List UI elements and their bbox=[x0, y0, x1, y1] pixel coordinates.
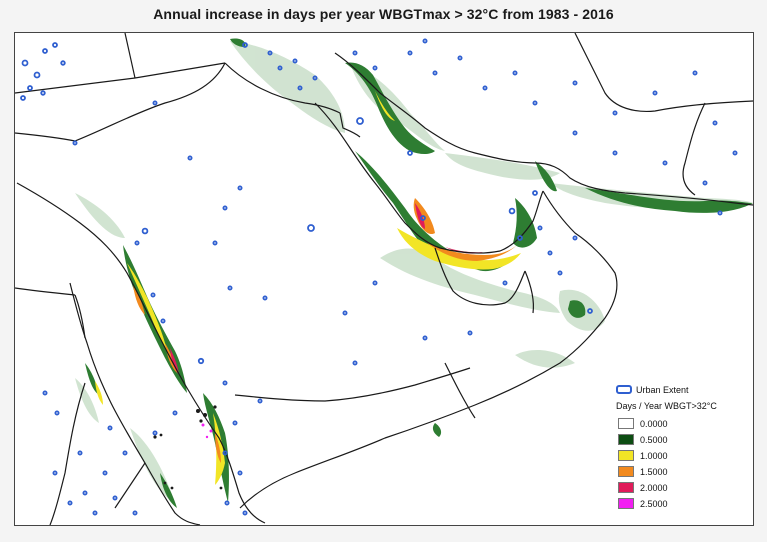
legend-scale-title: Days / Year WBGT>32°C bbox=[616, 401, 717, 411]
legend-item: 2.5000 bbox=[618, 495, 668, 511]
legend-scale-items: 0.0000 0.5000 1.0000 1.5000 2.0000 2.5000 bbox=[618, 415, 668, 511]
heat-band-orange bbox=[133, 198, 517, 463]
legend-item: 1.5000 bbox=[618, 463, 668, 479]
legend-swatch bbox=[618, 498, 634, 510]
legend-swatch bbox=[618, 450, 634, 462]
legend-swatch bbox=[618, 434, 634, 446]
legend-item: 2.0000 bbox=[618, 479, 668, 495]
map-title: Annual increase in days per year WBGTmax… bbox=[153, 6, 614, 22]
map-canvas bbox=[15, 33, 753, 525]
legend-swatch bbox=[618, 466, 634, 478]
legend-item: 1.0000 bbox=[618, 447, 668, 463]
legend-value-label: 0.5000 bbox=[640, 434, 668, 445]
heat-band-red bbox=[170, 203, 483, 375]
country-borders bbox=[15, 33, 753, 525]
map-panel bbox=[14, 32, 754, 526]
legend-item: 0.5000 bbox=[618, 431, 668, 447]
heat-band-magenta bbox=[201, 423, 213, 439]
urban-extent-markers bbox=[20, 38, 738, 516]
legend-swatch bbox=[618, 482, 634, 494]
legend-swatch bbox=[618, 418, 634, 430]
urban-extent-label: Urban Extent bbox=[636, 384, 689, 395]
legend-item: 0.0000 bbox=[618, 415, 668, 431]
legend-value-label: 1.5000 bbox=[640, 466, 668, 477]
legend-value-label: 2.0000 bbox=[640, 482, 668, 493]
legend-value-label: 1.0000 bbox=[640, 450, 668, 461]
legend-value-label: 2.5000 bbox=[640, 498, 668, 509]
legend-urban-entry: Urban Extent bbox=[616, 381, 689, 395]
urban-extent-swatch bbox=[616, 385, 632, 395]
legend-value-label: 0.0000 bbox=[640, 418, 668, 429]
highland-marks bbox=[153, 405, 223, 490]
